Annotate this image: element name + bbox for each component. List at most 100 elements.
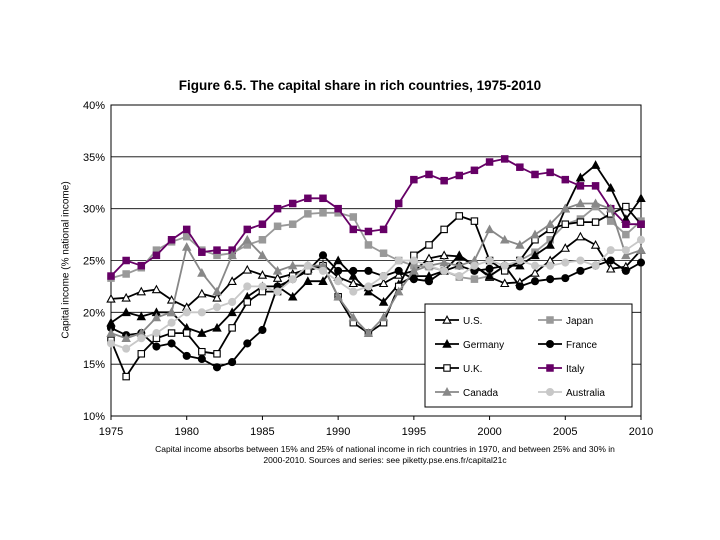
data-point-u-k: [182, 329, 191, 337]
data-point-u-k: [591, 218, 600, 226]
data-point-italy: [470, 166, 479, 175]
data-point-france: [212, 363, 222, 372]
data-point-italy: [107, 272, 115, 280]
x-tick-label: 1985: [250, 426, 274, 438]
data-point-italy: [546, 168, 554, 177]
legend-marker: [545, 339, 555, 349]
x-tick-label: 2010: [629, 426, 653, 438]
data-point-italy: [258, 220, 267, 228]
data-point-france: [485, 264, 494, 273]
data-point-canada: [348, 312, 359, 322]
data-point-canada: [515, 239, 525, 249]
legend-label-japan: Japan: [566, 316, 593, 327]
legend-label-france: France: [566, 340, 598, 351]
x-tick-label: 1980: [174, 426, 198, 438]
data-point-australia: [228, 297, 237, 307]
legend-item-japan: Japan: [538, 316, 593, 327]
data-point-italy: [182, 225, 191, 234]
y-tick-label: 30%: [83, 204, 105, 216]
y-tick-label: 10%: [83, 411, 105, 423]
legend-marker: [442, 387, 452, 396]
data-point-italy: [334, 204, 342, 213]
axes: 10% 15% 20% 25% 30% 35% 40% 1975 1980 1985 1990 199…: [83, 100, 653, 438]
data-point-u-k: [576, 218, 585, 226]
data-point-japan: [379, 249, 388, 257]
data-point-italy: [394, 199, 403, 208]
data-point-germany: [454, 250, 465, 260]
legend-item-u-s: U.S.: [435, 315, 482, 327]
data-point-france: [152, 342, 161, 351]
data-point-italy: [167, 236, 176, 244]
data-point-australia: [606, 246, 615, 255]
data-point-australia: [303, 261, 312, 270]
data-point-australia: [152, 329, 161, 338]
data-point-france: [576, 266, 585, 275]
series-japan: [107, 202, 645, 283]
data-point-japan: [319, 209, 327, 217]
x-tick-label: 2005: [553, 426, 577, 438]
data-point-u-s: [348, 278, 359, 288]
x-tick-label: 1990: [326, 426, 350, 438]
data-point-canada: [439, 257, 449, 267]
data-point-australia: [167, 318, 176, 327]
data-point-canada: [333, 291, 343, 301]
data-point-germany: [605, 182, 616, 192]
data-point-italy: [622, 220, 630, 228]
data-point-italy: [500, 155, 509, 163]
y-tick-label: 20%: [83, 307, 105, 319]
data-point-australia: [455, 271, 464, 281]
legend-marker: [442, 339, 452, 348]
data-point-germany: [318, 276, 328, 285]
data-point-germany: [378, 297, 389, 306]
data-point-canada: [257, 250, 268, 260]
data-point-u-s: [530, 267, 540, 277]
data-point-germany: [227, 307, 237, 317]
data-point-italy: [410, 175, 418, 184]
data-point-germany: [121, 307, 131, 317]
data-point-japan: [349, 213, 358, 221]
data-point-australia: [364, 282, 373, 291]
data-point-australia: [470, 261, 479, 270]
data-point-japan: [258, 236, 267, 244]
data-point-canada: [363, 328, 374, 337]
data-point-france: [394, 266, 403, 275]
data-point-u-k: [622, 202, 630, 211]
data-point-u-s: [378, 278, 389, 288]
data-point-italy: [364, 227, 373, 236]
data-point-canada: [151, 312, 162, 322]
data-point-france: [546, 275, 555, 284]
data-point-australia: [137, 334, 146, 343]
data-point-australia: [212, 303, 222, 312]
data-point-australia: [561, 258, 570, 267]
data-point-italy: [637, 220, 645, 228]
legend-item-italy: Italy: [538, 364, 584, 375]
data-point-germany: [212, 322, 222, 332]
x-tick-label: 1975: [99, 426, 123, 438]
series-layer: [106, 155, 646, 381]
data-point-u-s: [272, 273, 283, 282]
data-point-australia: [440, 266, 449, 275]
data-point-germany: [363, 286, 374, 296]
data-point-u-s: [499, 278, 510, 288]
data-point-u-s: [242, 264, 253, 274]
data-point-italy: [455, 171, 464, 180]
legend-item-u-k: U.K.: [435, 364, 482, 375]
data-point-australia: [182, 308, 191, 317]
data-point-australia: [349, 287, 358, 296]
data-point-italy: [243, 225, 252, 234]
data-point-canada: [621, 250, 631, 260]
data-point-italy: [591, 182, 600, 190]
data-point-france: [515, 282, 524, 291]
data-point-u-k: [425, 241, 433, 249]
series-line-canada: [110, 202, 642, 340]
data-point-u-s: [590, 239, 601, 249]
data-point-italy: [561, 175, 570, 184]
data-point-u-k: [228, 324, 236, 332]
data-point-france: [606, 256, 615, 265]
data-point-germany: [515, 260, 525, 270]
data-point-u-k: [137, 350, 146, 358]
legend-label-germany: Germany: [463, 340, 504, 351]
data-point-italy: [576, 182, 585, 190]
data-point-france: [349, 266, 358, 275]
data-point-italy: [379, 225, 388, 234]
